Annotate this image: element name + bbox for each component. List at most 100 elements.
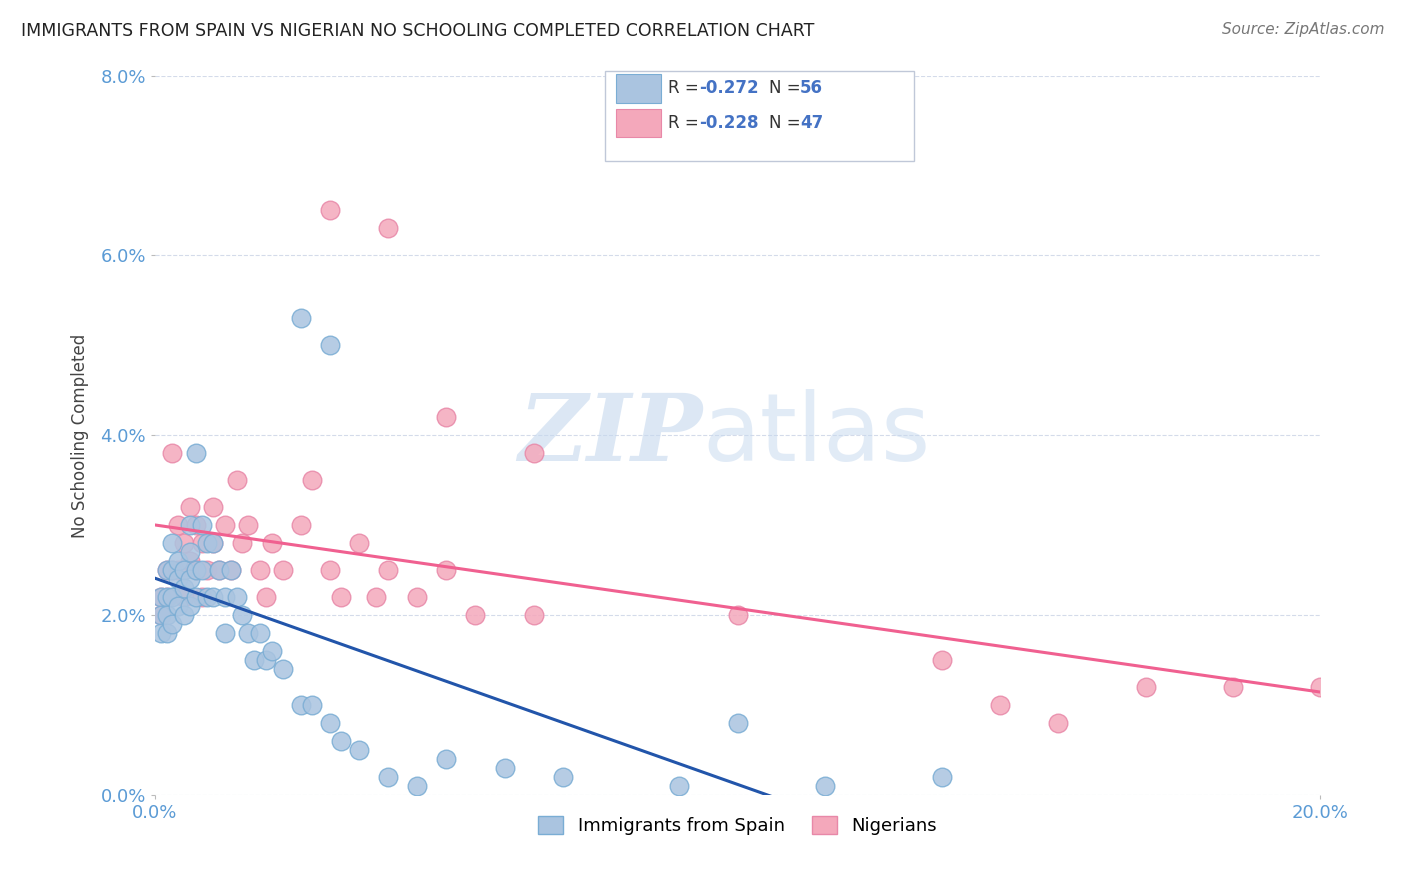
Point xyxy=(184,564,207,578)
Point xyxy=(290,311,312,326)
Point xyxy=(668,780,690,794)
Point xyxy=(156,626,179,640)
Point xyxy=(1047,716,1070,731)
Point xyxy=(173,608,195,623)
Point xyxy=(243,653,266,667)
Point xyxy=(167,573,190,587)
Point xyxy=(184,591,207,605)
Point xyxy=(231,536,253,550)
Point xyxy=(149,591,172,605)
Legend: Immigrants from Spain, Nigerians: Immigrants from Spain, Nigerians xyxy=(529,806,946,844)
Point xyxy=(249,626,271,640)
Point xyxy=(184,446,207,460)
Point xyxy=(179,554,201,568)
Point xyxy=(225,474,247,488)
Point xyxy=(173,564,195,578)
Point xyxy=(1222,681,1244,695)
Point xyxy=(238,626,260,640)
Point xyxy=(931,771,953,785)
Point xyxy=(434,752,457,766)
Point xyxy=(434,410,457,425)
Point xyxy=(260,536,283,550)
Text: -0.272: -0.272 xyxy=(699,79,758,97)
Point xyxy=(184,564,207,578)
Point xyxy=(156,564,179,578)
Text: N =: N = xyxy=(769,114,806,132)
Point xyxy=(377,771,399,785)
Point xyxy=(319,716,342,731)
Point xyxy=(290,698,312,713)
Point xyxy=(179,573,201,587)
Text: N =: N = xyxy=(769,79,806,97)
Point xyxy=(319,338,342,352)
Point xyxy=(149,608,172,623)
Point xyxy=(464,608,486,623)
Point xyxy=(190,518,212,533)
Point xyxy=(523,446,546,460)
Point xyxy=(167,554,190,568)
Point xyxy=(208,564,231,578)
Point xyxy=(167,564,190,578)
Text: ZIP: ZIP xyxy=(519,391,703,481)
Point xyxy=(202,591,225,605)
Text: 56: 56 xyxy=(800,79,823,97)
Text: -0.228: -0.228 xyxy=(699,114,758,132)
Point xyxy=(184,518,207,533)
Point xyxy=(260,644,283,658)
Point xyxy=(225,591,247,605)
Point xyxy=(156,591,179,605)
Point xyxy=(271,662,294,676)
Point xyxy=(162,536,184,550)
Text: R =: R = xyxy=(668,114,704,132)
Point xyxy=(406,780,429,794)
Point xyxy=(238,518,260,533)
Point xyxy=(727,608,749,623)
Point xyxy=(156,608,179,623)
Point xyxy=(1309,681,1331,695)
Point xyxy=(366,591,388,605)
Point xyxy=(173,582,195,596)
Point xyxy=(162,591,184,605)
Point xyxy=(149,591,172,605)
Point xyxy=(156,591,179,605)
Point xyxy=(931,653,953,667)
Point xyxy=(197,536,219,550)
Point xyxy=(162,617,184,632)
Point xyxy=(551,771,574,785)
Point xyxy=(330,591,353,605)
Point xyxy=(347,536,370,550)
Point xyxy=(179,500,201,515)
Point xyxy=(149,608,172,623)
Point xyxy=(254,591,277,605)
Point xyxy=(202,536,225,550)
Point xyxy=(330,734,353,748)
Point xyxy=(197,591,219,605)
Point xyxy=(377,221,399,235)
Point xyxy=(214,518,236,533)
Point xyxy=(271,564,294,578)
Point xyxy=(301,474,323,488)
Point xyxy=(190,564,212,578)
Point xyxy=(494,761,516,775)
Point xyxy=(214,591,236,605)
Point xyxy=(347,743,370,757)
Point xyxy=(727,716,749,731)
Point xyxy=(202,500,225,515)
Point xyxy=(167,599,190,614)
Point xyxy=(254,653,277,667)
Point xyxy=(814,780,837,794)
Point xyxy=(231,608,253,623)
Y-axis label: No Schooling Completed: No Schooling Completed xyxy=(72,334,89,538)
Point xyxy=(179,599,201,614)
Text: Source: ZipAtlas.com: Source: ZipAtlas.com xyxy=(1222,22,1385,37)
Point xyxy=(179,545,201,559)
Point xyxy=(173,591,195,605)
Point xyxy=(190,591,212,605)
Point xyxy=(219,564,242,578)
Point xyxy=(988,698,1011,713)
Text: 47: 47 xyxy=(800,114,824,132)
Point xyxy=(319,203,342,218)
Point xyxy=(377,564,399,578)
Point xyxy=(301,698,323,713)
Point xyxy=(149,626,172,640)
